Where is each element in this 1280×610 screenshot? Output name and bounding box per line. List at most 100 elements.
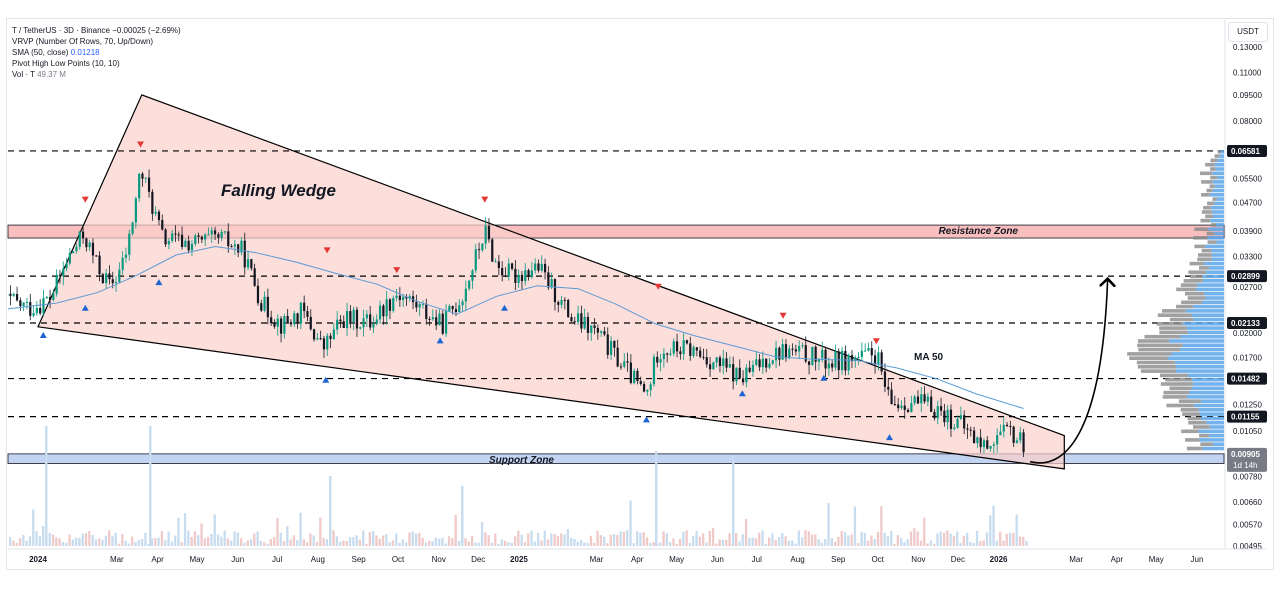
volume-bar xyxy=(834,541,837,546)
candle-body xyxy=(603,331,606,335)
candle-body xyxy=(425,303,428,319)
candle-body xyxy=(877,352,880,365)
volume-bar xyxy=(817,539,820,546)
volume-bar xyxy=(170,541,173,546)
volume-bar xyxy=(669,542,672,546)
volume-profile-up xyxy=(1217,175,1224,180)
y-tick-label: 0.03900 xyxy=(1233,227,1262,236)
candle-body xyxy=(497,261,500,269)
candle-body xyxy=(583,316,586,329)
volume-bar xyxy=(843,532,847,546)
candle-body xyxy=(68,253,71,264)
volume-bar xyxy=(632,543,635,546)
candle-body xyxy=(105,273,108,284)
volume-bar xyxy=(94,539,98,546)
volume-profile-up xyxy=(1193,317,1224,322)
volume-profile-up xyxy=(1198,429,1224,434)
volume-bar xyxy=(332,530,335,546)
candle-body xyxy=(322,338,326,350)
candle-body xyxy=(751,364,755,372)
candle-body xyxy=(402,296,405,301)
y-tick-label: 0.00495 xyxy=(1233,542,1262,551)
candle-body xyxy=(200,236,203,240)
candle-body xyxy=(735,367,738,382)
candle-body xyxy=(949,409,953,429)
candle-body xyxy=(477,249,481,251)
volume-profile-down xyxy=(1157,313,1192,317)
volume-bar xyxy=(494,533,497,546)
candle-body xyxy=(996,435,999,445)
volume-profile-up xyxy=(1210,205,1224,210)
volume-profile-up xyxy=(1171,352,1224,356)
legend-vrvp[interactable]: VRVP (Number Of Rows, 70, Up/Down) xyxy=(12,37,154,46)
volume-bar xyxy=(263,542,266,546)
volume-bar xyxy=(550,533,553,546)
volume-profile-up xyxy=(1209,425,1224,429)
volume-profile-down xyxy=(1200,442,1213,446)
candle-body xyxy=(963,415,966,429)
volume-bar xyxy=(797,530,800,546)
volume-bar xyxy=(55,537,58,546)
candle-body xyxy=(484,225,487,244)
volume-bar xyxy=(1005,533,1008,546)
volume-bar xyxy=(438,538,441,546)
currency-button[interactable]: USDT xyxy=(1228,22,1268,42)
candle-body xyxy=(1022,432,1025,453)
volume-profile-up xyxy=(1210,218,1224,223)
candle-body xyxy=(897,404,900,409)
candle-body xyxy=(81,231,85,239)
volume-profile-up xyxy=(1206,420,1224,425)
volume-profile-up xyxy=(1193,304,1224,309)
candle-body xyxy=(616,347,619,367)
candle-body xyxy=(58,274,62,277)
volume-bar xyxy=(999,531,1002,546)
candle-body xyxy=(758,359,761,368)
volume-bar xyxy=(520,534,523,546)
volume-bar xyxy=(183,513,187,546)
candle-body xyxy=(39,307,42,314)
volume-bar xyxy=(266,543,269,546)
candle-body xyxy=(319,338,322,340)
legend-pivot[interactable]: Pivot High Low Points (10, 10) xyxy=(12,59,120,68)
price-tag-label: 0.02133 xyxy=(1231,319,1260,328)
volume-profile-down xyxy=(1205,162,1215,167)
volume-profile-up xyxy=(1212,210,1224,214)
candle-body xyxy=(256,285,260,304)
volume-bar xyxy=(434,537,437,546)
volume-profile-down xyxy=(1185,438,1200,442)
volume-bar xyxy=(292,535,296,546)
volume-bar xyxy=(71,539,74,546)
candle-body xyxy=(811,346,814,365)
volume-bar xyxy=(527,533,530,546)
volume-profile-down xyxy=(1194,244,1206,249)
volume-bar xyxy=(738,541,741,546)
volume-bar xyxy=(190,537,193,546)
volume-bar xyxy=(368,532,371,546)
volume-profile-down xyxy=(1144,334,1181,339)
legend-vol-row[interactable]: Vol · T 49.37 M xyxy=(12,69,181,80)
volume-bar xyxy=(187,530,190,546)
volume-bar xyxy=(444,543,447,546)
candle-body xyxy=(72,251,75,254)
candle-body xyxy=(154,211,157,214)
volume-profile-up xyxy=(1182,343,1224,348)
candle-body xyxy=(464,288,467,302)
candle-body xyxy=(550,279,553,288)
volume-profile-up xyxy=(1217,158,1224,163)
volume-bar xyxy=(487,535,490,546)
candle-body xyxy=(138,173,141,199)
volume-profile-down xyxy=(1200,171,1213,176)
candle-body xyxy=(547,272,550,288)
volume-bar xyxy=(537,532,540,546)
volume-profile-up xyxy=(1205,296,1224,300)
volume-profile-up xyxy=(1212,442,1224,446)
volume-profile-down xyxy=(1159,330,1189,335)
candle-body xyxy=(705,357,708,365)
x-tick-label: Mar xyxy=(1069,555,1083,564)
volume-profile-down xyxy=(1181,429,1199,434)
volume-profile-up xyxy=(1186,326,1224,330)
volume-bar xyxy=(711,528,715,546)
legend-sma-row[interactable]: SMA (50, close) 0.01218 xyxy=(12,47,181,58)
volume-bar xyxy=(748,538,751,546)
